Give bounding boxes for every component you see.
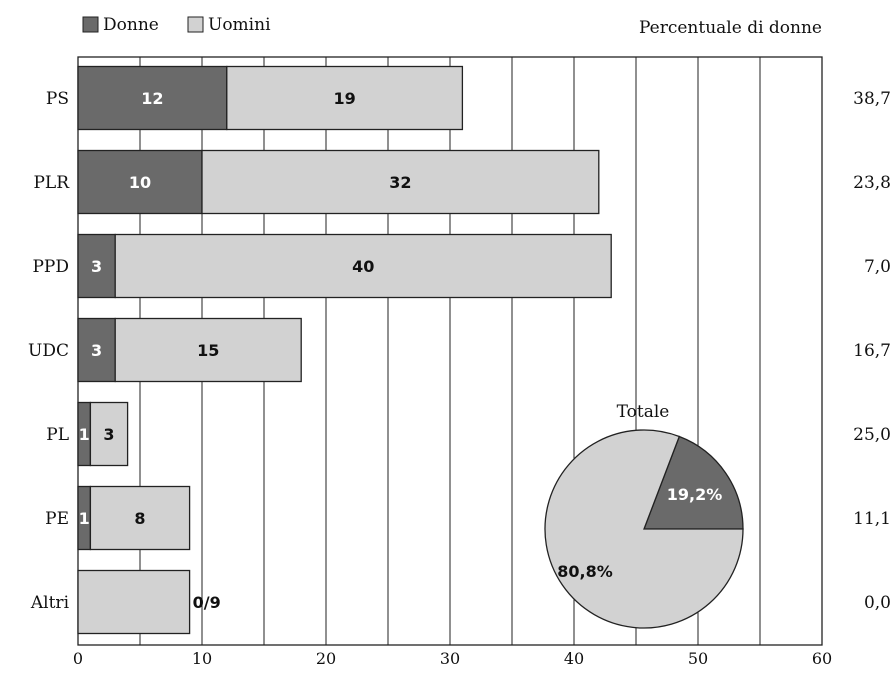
legend-label-uomini: Uomini xyxy=(208,15,271,35)
pie-chart: 19,2% 80,8% Totale xyxy=(544,402,744,629)
bar-value-label: 3 xyxy=(91,257,102,276)
pie-slice xyxy=(544,429,744,629)
bar-value-label: 40 xyxy=(352,257,374,276)
category-label: Altri xyxy=(30,593,70,613)
x-tick-label: 50 xyxy=(688,649,708,668)
legend-swatch-uomini xyxy=(187,16,204,33)
bar-value-label: 3 xyxy=(91,341,102,360)
bar-value-label: 19 xyxy=(333,89,355,108)
x-tick-label: 30 xyxy=(440,649,460,668)
bar-value-label: 32 xyxy=(389,173,411,192)
percent-women-label: 38,7 xyxy=(853,89,891,109)
percent-women-label: 25,0 xyxy=(853,425,891,445)
bar-segment-uomini xyxy=(226,65,464,131)
bar-value-label: 0/9 xyxy=(193,593,221,612)
bar-value-label: 1 xyxy=(79,425,90,444)
legend-label-donne: Donne xyxy=(103,15,159,35)
bar-value-label: 3 xyxy=(103,425,114,444)
percent-women-label: 11,1 xyxy=(853,509,891,529)
bar-segment-uomini xyxy=(77,569,191,635)
pie-title: Totale xyxy=(617,402,670,422)
bar-segment-donne xyxy=(77,317,116,383)
bar-segment-uomini xyxy=(114,233,612,299)
bar-value-label: 10 xyxy=(129,173,151,192)
x-tick-label: 10 xyxy=(192,649,212,668)
bar-segment-uomini xyxy=(89,401,129,467)
percent-labels: 38,7 23,8 7,0 16,7 25,0 11,1 0,0 xyxy=(853,89,891,613)
pie-slice-label: 19,2% xyxy=(667,485,723,504)
legend-swatch-donne xyxy=(82,16,99,33)
bar-value-label: 1 xyxy=(79,509,90,528)
bar-segment-uomini xyxy=(201,149,600,215)
category-label: PPD xyxy=(32,257,69,277)
category-label: PE xyxy=(45,509,69,529)
category-label: PS xyxy=(46,89,69,109)
category-label: PL xyxy=(46,425,69,445)
pie-slice-label: 80,8% xyxy=(557,562,613,581)
pie-slice xyxy=(643,435,744,530)
bar-segment-donne xyxy=(77,65,228,131)
bar-value-label: 8 xyxy=(134,509,145,528)
category-label: PLR xyxy=(33,173,70,193)
bar-segment-uomini xyxy=(114,317,302,383)
x-tick-labels: 0 10 20 30 40 50 60 xyxy=(73,649,832,668)
percent-women-label: 16,7 xyxy=(853,341,891,361)
category-labels: PS PLR PPD UDC PL PE Altri xyxy=(28,89,70,613)
x-tick-label: 40 xyxy=(564,649,584,668)
x-tick-label: 60 xyxy=(812,649,832,668)
right-axis-title: Percentuale di donne xyxy=(639,18,822,38)
category-label: UDC xyxy=(28,341,69,361)
bar-segment-donne xyxy=(77,233,116,299)
percent-women-label: 23,8 xyxy=(853,173,891,193)
percent-women-label: 0,0 xyxy=(864,593,891,613)
bar-value-label: 12 xyxy=(141,89,163,108)
bar-value-label: 15 xyxy=(197,341,219,360)
x-tick-label: 0 xyxy=(73,649,83,668)
percent-women-label: 7,0 xyxy=(864,257,891,277)
legend: Donne Uomini xyxy=(82,15,271,35)
bar-segment-uomini xyxy=(89,485,191,551)
x-tick-label: 20 xyxy=(316,649,336,668)
